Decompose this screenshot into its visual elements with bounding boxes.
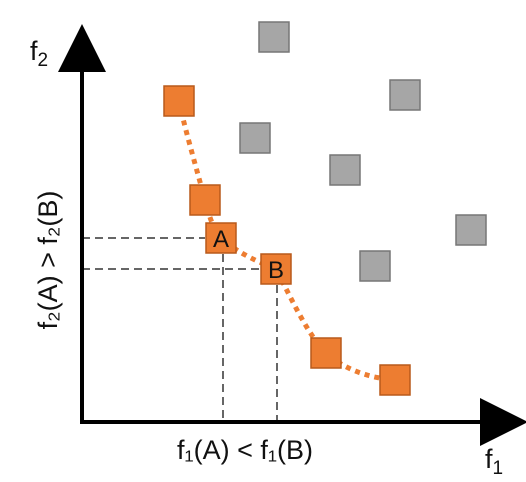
dominated-solutions <box>239 21 487 282</box>
dominated-point <box>329 154 361 186</box>
y-axis-label: f2 <box>30 36 48 71</box>
dominated-point <box>389 79 421 111</box>
dominated-point <box>359 250 391 282</box>
x-comparison-text: f₁(A) < f₁(B) <box>177 435 313 465</box>
pareto-point <box>379 364 411 396</box>
y-axis-label-main: f <box>30 36 38 66</box>
dominated-point <box>455 214 487 246</box>
pareto-solutions <box>163 85 411 396</box>
pareto-point <box>310 337 342 369</box>
x-axis-label-main: f <box>485 444 493 474</box>
point-a-label: A <box>213 226 229 253</box>
pareto-point <box>163 85 195 117</box>
y-axis-label-sub: 2 <box>38 50 49 71</box>
point-b-label: B <box>268 257 284 284</box>
guide-lines <box>82 237 278 420</box>
dominated-point <box>239 122 271 154</box>
x-axis-label: f1 <box>485 444 503 479</box>
y-comparison-text: f₂(A) > f₂(B) <box>33 191 63 330</box>
dominated-point <box>258 21 290 53</box>
x-axis-label-sub: 1 <box>493 458 504 479</box>
pareto-point-a <box>205 222 237 254</box>
pareto-point <box>189 184 221 216</box>
pareto-point-b <box>260 253 292 285</box>
